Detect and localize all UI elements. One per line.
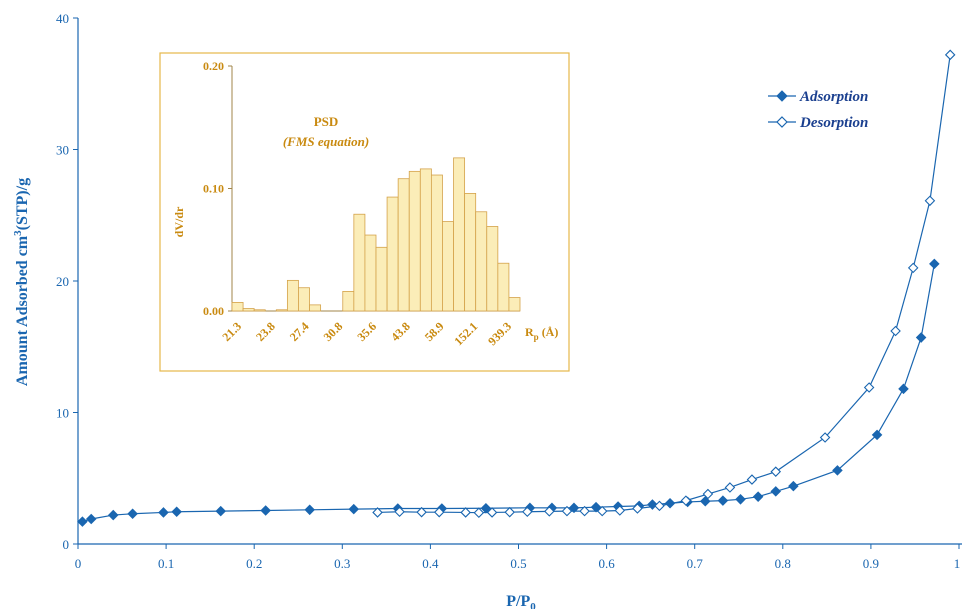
data-point-adsorption bbox=[899, 384, 908, 393]
psd-bar bbox=[276, 310, 287, 311]
data-point-adsorption bbox=[754, 492, 763, 501]
x-axis-title: P/P0 bbox=[506, 593, 536, 609]
psd-bar bbox=[431, 175, 442, 311]
x-tick-label: 0.6 bbox=[598, 556, 615, 571]
data-point-adsorption bbox=[172, 507, 181, 516]
legend-item-desorption: Desorption bbox=[768, 115, 868, 131]
psd-bar bbox=[454, 158, 465, 311]
data-point-adsorption bbox=[87, 515, 96, 524]
psd-bar bbox=[409, 171, 420, 311]
y-axis-title: Amount Adsorbed cm3(STP)/g bbox=[12, 178, 31, 386]
data-point-adsorption bbox=[109, 511, 118, 520]
data-point-adsorption bbox=[789, 482, 798, 491]
data-point-adsorption bbox=[78, 517, 87, 526]
psd-bar bbox=[465, 193, 476, 311]
inset-x-axis-title-main: R bbox=[525, 325, 534, 339]
psd-bar bbox=[232, 302, 243, 311]
data-point-adsorption bbox=[159, 508, 168, 517]
psd-bar bbox=[442, 222, 453, 311]
data-point-desorption bbox=[725, 483, 734, 492]
data-point-desorption bbox=[946, 50, 955, 59]
x-tick-label: 0.8 bbox=[775, 556, 791, 571]
legend-label-desorption: Desorption bbox=[799, 115, 868, 131]
y-tick-label: 30 bbox=[56, 143, 69, 158]
x-tick-label: 0.5 bbox=[510, 556, 526, 571]
data-point-adsorption bbox=[917, 333, 926, 342]
psd-bar bbox=[343, 291, 354, 311]
psd-bar bbox=[398, 179, 409, 311]
inset-x-axis-title-unit: (Å) bbox=[539, 325, 559, 339]
y-tick-label: 0 bbox=[63, 537, 70, 552]
legend-item-adsorption: Adsorption bbox=[768, 89, 868, 105]
psd-bar bbox=[254, 310, 265, 311]
data-point-adsorption bbox=[128, 509, 137, 518]
data-point-desorption bbox=[655, 501, 664, 510]
data-point-adsorption bbox=[736, 495, 745, 504]
data-point-adsorption bbox=[930, 259, 939, 268]
x-tick-label: 0.3 bbox=[334, 556, 350, 571]
data-point-adsorption bbox=[349, 505, 358, 514]
x-tick-label: 0.4 bbox=[422, 556, 439, 571]
data-point-adsorption bbox=[771, 487, 780, 496]
data-point-adsorption bbox=[718, 496, 727, 505]
psd-bar bbox=[365, 235, 376, 311]
data-point-adsorption bbox=[216, 507, 225, 516]
psd-bar bbox=[376, 247, 387, 311]
x-tick-label: 0.9 bbox=[863, 556, 879, 571]
data-point-adsorption bbox=[305, 505, 314, 514]
data-point-desorption bbox=[891, 326, 900, 335]
psd-bar bbox=[509, 298, 520, 311]
y-tick-label: 20 bbox=[56, 274, 69, 289]
psd-bar bbox=[310, 305, 321, 311]
legend: Adsorption Desorption bbox=[768, 89, 868, 131]
data-point-desorption bbox=[925, 196, 934, 205]
psd-bar bbox=[487, 226, 498, 311]
psd-bar bbox=[298, 288, 309, 311]
psd-bar bbox=[498, 263, 509, 311]
x-axis-title-sub: 0 bbox=[530, 601, 536, 609]
psd-bar bbox=[243, 309, 254, 311]
inset-y-tick-label: 0.10 bbox=[203, 182, 224, 196]
legend-label-adsorption: Adsorption bbox=[799, 89, 868, 105]
x-tick-label: 0.1 bbox=[158, 556, 174, 571]
x-tick-label: 0.2 bbox=[246, 556, 262, 571]
y-axis-title-rest: (STP)/g bbox=[14, 178, 31, 230]
psd-bar bbox=[287, 280, 298, 311]
y-tick-label: 40 bbox=[56, 11, 69, 26]
x-axis-title-main: P/P bbox=[506, 593, 530, 609]
inset-title: PSD bbox=[314, 114, 339, 129]
data-point-desorption bbox=[505, 508, 514, 517]
x-tick-label: 0 bbox=[75, 556, 82, 571]
y-tick-label: 10 bbox=[56, 406, 69, 421]
psd-bar bbox=[354, 214, 365, 311]
data-point-desorption bbox=[461, 508, 470, 517]
data-point-desorption bbox=[909, 263, 918, 272]
psd-bar bbox=[387, 197, 398, 311]
psd-bar bbox=[476, 212, 487, 311]
data-point-desorption bbox=[747, 475, 756, 484]
data-point-adsorption bbox=[261, 506, 270, 515]
inset-subtitle: (FMS equation) bbox=[283, 134, 369, 149]
data-point-desorption bbox=[771, 467, 780, 476]
legend-marker-desorption bbox=[777, 117, 787, 127]
y-axis-title-main: Amount Adsorbed cm bbox=[14, 235, 31, 386]
inset-y-tick-label: 0.00 bbox=[203, 304, 224, 318]
x-tick-label: 0.7 bbox=[687, 556, 704, 571]
legend-marker-adsorption bbox=[777, 91, 787, 101]
inset-y-tick-label: 0.20 bbox=[203, 59, 224, 73]
x-tick-label: 1 bbox=[954, 556, 961, 571]
psd-bar bbox=[420, 169, 431, 311]
inset-y-axis-title: dV/dr bbox=[172, 206, 186, 237]
